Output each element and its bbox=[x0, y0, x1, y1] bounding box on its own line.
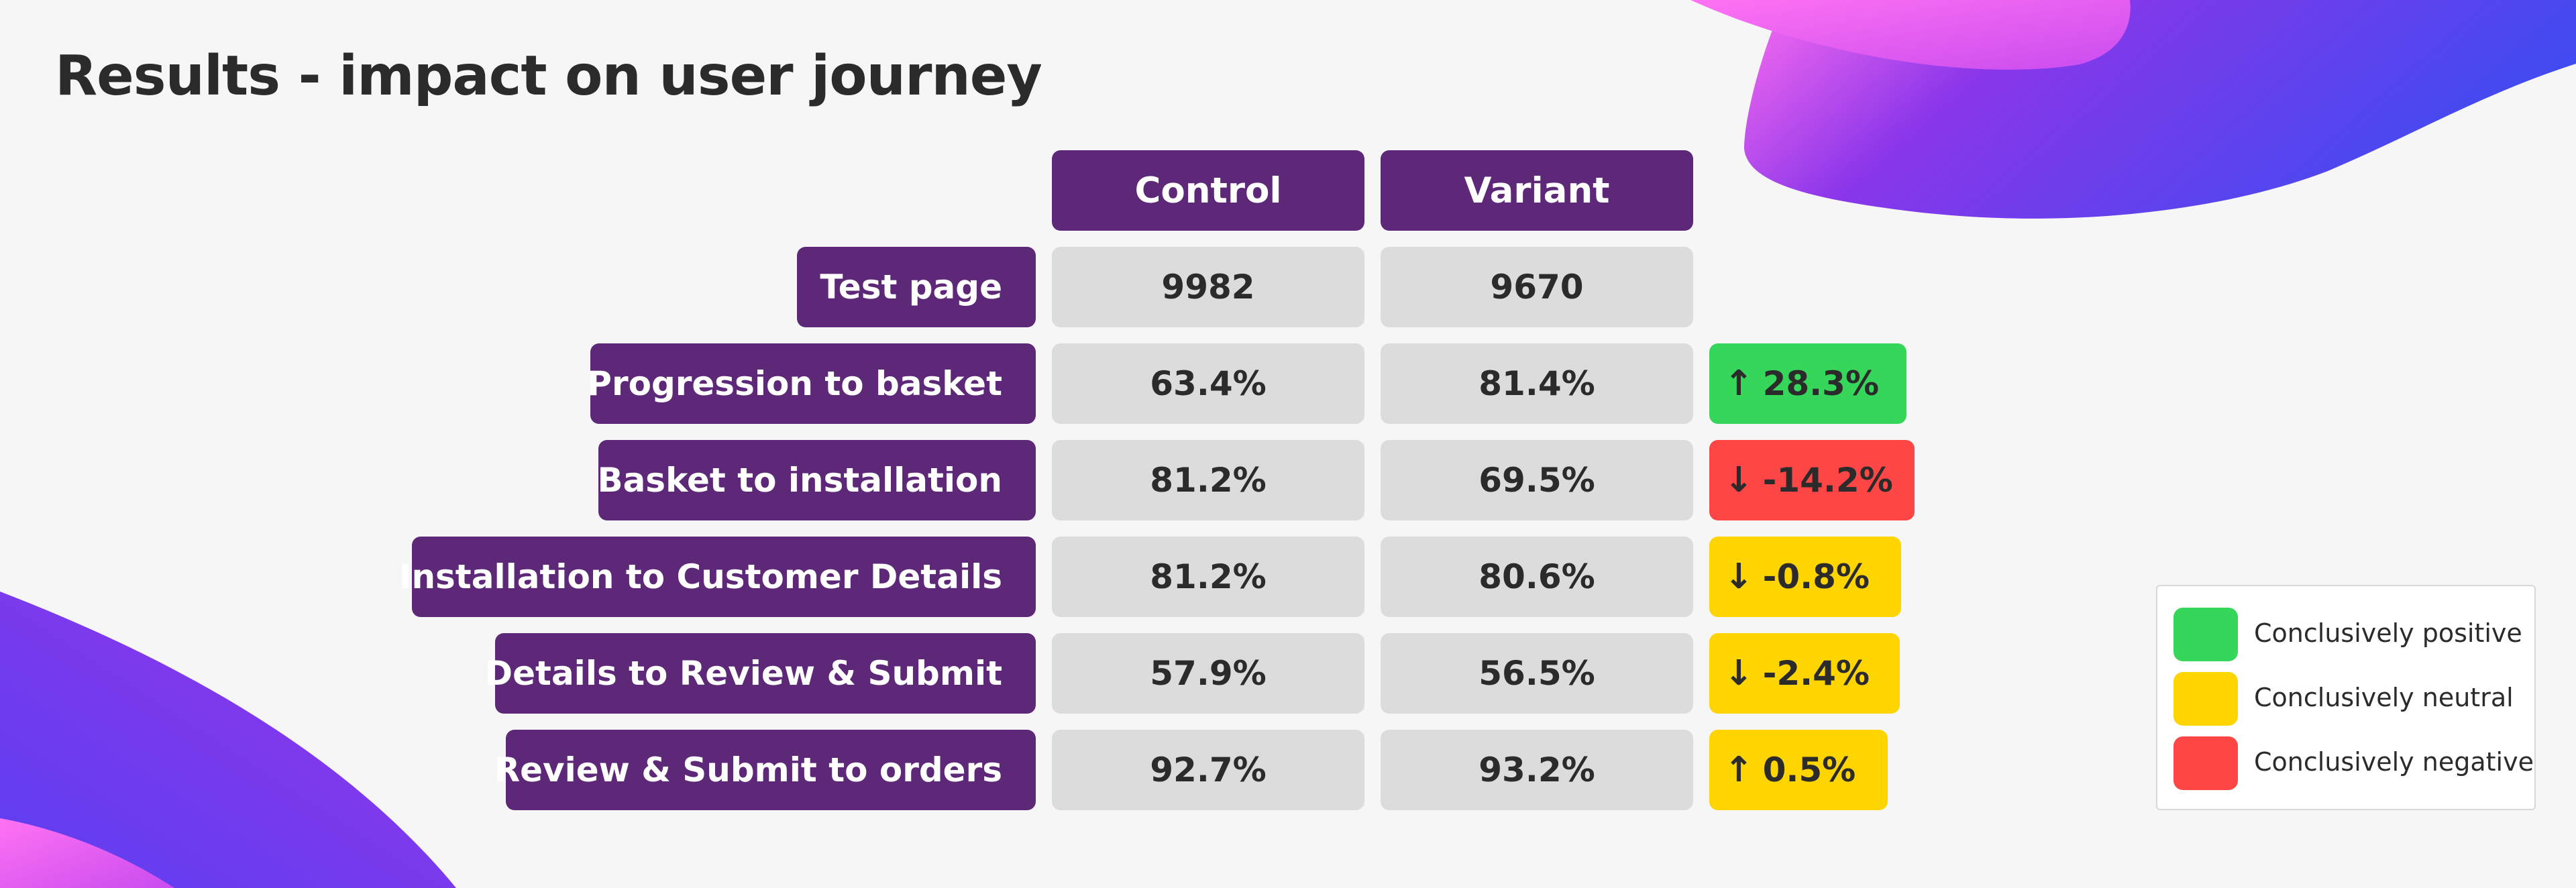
legend-label-positive: Conclusively positive bbox=[2254, 618, 2522, 648]
change-badge-negative: ↓ -14.2% bbox=[1709, 440, 1915, 520]
variant-value: 56.5% bbox=[1381, 633, 1693, 714]
row-label-details-to-review-submit: Details to Review & Submit bbox=[485, 633, 1036, 714]
legend-swatch-positive bbox=[2174, 608, 2238, 661]
top-pink-band bbox=[1690, 0, 2131, 70]
row-label-review-submit-to-orders: Review & Submit to orders bbox=[494, 730, 1036, 810]
change-badge-neutral: ↓ -0.8% bbox=[1709, 537, 1901, 617]
variant-value: 93.2% bbox=[1381, 730, 1693, 810]
arrow-down-icon: ↓ bbox=[1724, 557, 1754, 597]
control-value: 92.7% bbox=[1052, 730, 1364, 810]
arrow-up-icon: ↑ bbox=[1724, 364, 1754, 404]
bottom-left-swoosh bbox=[0, 592, 456, 888]
control-value: 57.9% bbox=[1052, 633, 1364, 714]
arrow-up-icon: ↑ bbox=[1724, 750, 1754, 790]
arrow-down-icon: ↓ bbox=[1724, 460, 1754, 500]
control-value: 63.4% bbox=[1052, 343, 1364, 424]
control-value: 9982 bbox=[1052, 247, 1364, 327]
legend-label-negative: Conclusively negative bbox=[2254, 747, 2534, 777]
legend-swatch-neutral bbox=[2174, 672, 2238, 726]
change-badge-positive: ↑ 28.3% bbox=[1709, 343, 1907, 424]
legend-label-neutral: Conclusively neutral bbox=[2254, 683, 2514, 712]
change-value: 28.3% bbox=[1762, 364, 1880, 403]
change-badge-neutral: ↑ 0.5% bbox=[1709, 730, 1888, 810]
variant-value: 9670 bbox=[1381, 247, 1693, 327]
page-title: Results - impact on user journey bbox=[55, 44, 1042, 108]
row-label-test-page: Test page bbox=[797, 247, 1036, 327]
change-value: 0.5% bbox=[1762, 751, 1856, 789]
row-label-installation-to-customer-details: Installation to Customer Details bbox=[399, 537, 1036, 617]
row-label-basket-to-installation: Basket to installation bbox=[597, 440, 1036, 520]
change-value: -0.8% bbox=[1762, 557, 1870, 596]
variant-value: 80.6% bbox=[1381, 537, 1693, 617]
legend: Conclusively positive Conclusively neutr… bbox=[2156, 585, 2536, 810]
control-value: 81.2% bbox=[1052, 537, 1364, 617]
control-value: 81.2% bbox=[1052, 440, 1364, 520]
legend-swatch-negative bbox=[2174, 736, 2238, 790]
bottom-left-pink bbox=[0, 818, 174, 888]
row-label-progression-to-basket: Progression to basket bbox=[587, 343, 1036, 424]
change-value: -2.4% bbox=[1762, 654, 1870, 693]
arrow-down-icon: ↓ bbox=[1724, 653, 1754, 693]
column-header-variant: Variant bbox=[1381, 150, 1693, 231]
change-badge-neutral: ↓ -2.4% bbox=[1709, 633, 1900, 714]
variant-value: 81.4% bbox=[1381, 343, 1693, 424]
variant-value: 69.5% bbox=[1381, 440, 1693, 520]
column-header-control: Control bbox=[1052, 150, 1364, 231]
change-value: -14.2% bbox=[1762, 461, 1893, 500]
